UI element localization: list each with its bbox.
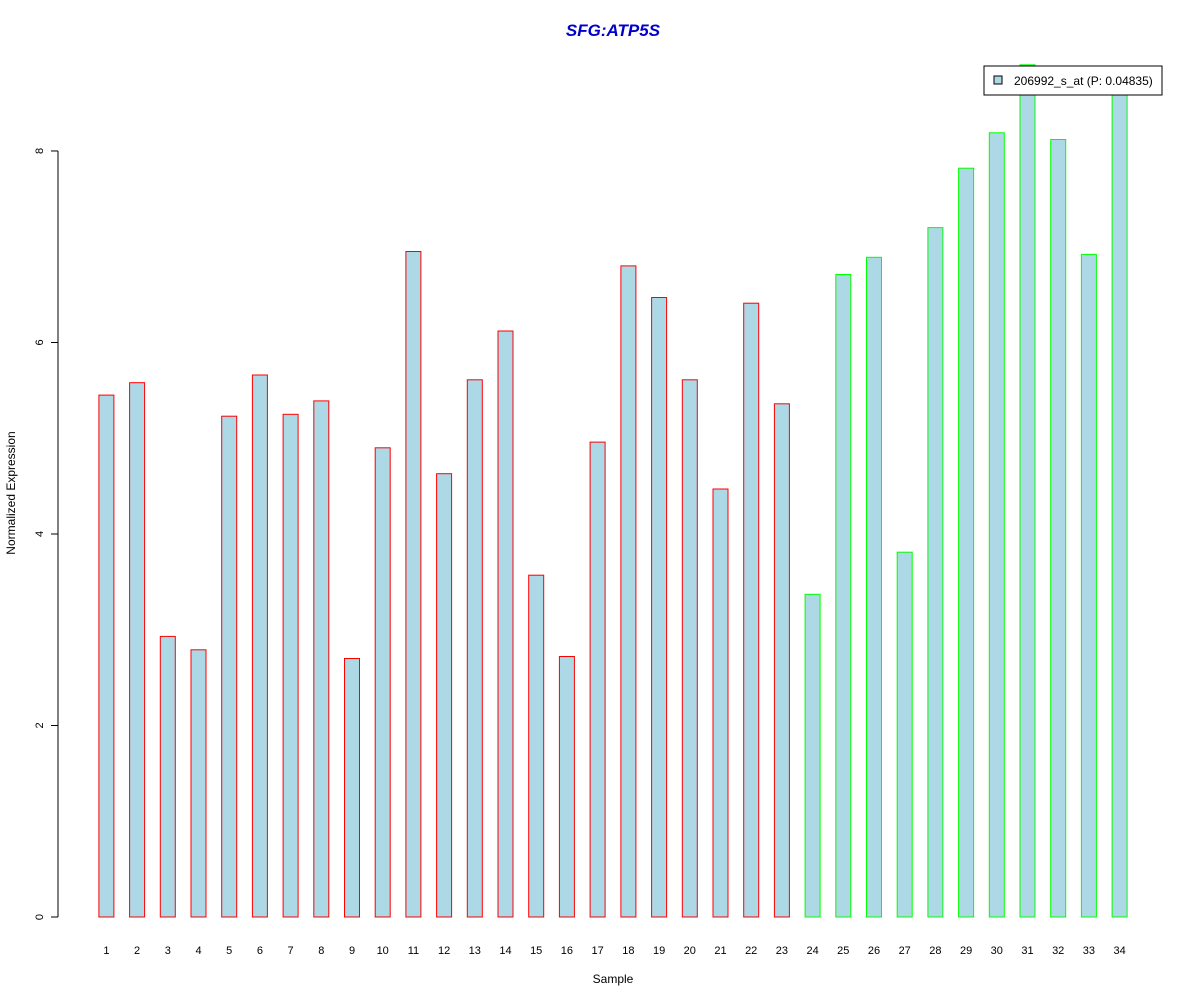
bar-sample-8 (313, 400, 330, 918)
x-tick-label: 27 (899, 945, 911, 957)
bar-sample-15 (528, 574, 545, 918)
bars (98, 64, 1128, 918)
x-tick-label: 3 (165, 945, 171, 957)
x-tick-label: 6 (257, 945, 263, 957)
bar-sample-25 (835, 274, 852, 918)
bar-sample-6 (251, 374, 268, 918)
x-tick-label: 31 (1021, 945, 1033, 957)
bar-sample-28 (927, 227, 944, 918)
x-tick-label: 16 (561, 945, 573, 957)
x-tick-label: 17 (591, 945, 603, 957)
x-tick-label: 5 (226, 945, 232, 957)
x-tick-label: 22 (745, 945, 757, 957)
bar-sample-19 (651, 297, 668, 918)
x-tick-label: 2 (134, 945, 140, 957)
bar-sample-3 (159, 635, 176, 918)
bar-sample-29 (958, 167, 975, 918)
x-tick-label: 7 (288, 945, 294, 957)
bar-sample-23 (773, 403, 790, 918)
bar-sample-4 (190, 649, 207, 918)
x-tick-label: 11 (408, 945, 419, 957)
bar-sample-11 (405, 251, 422, 918)
legend-swatch (993, 75, 1003, 85)
x-tick-label: 1 (103, 945, 109, 957)
bar-sample-33 (1080, 253, 1097, 918)
bar-sample-13 (466, 379, 483, 918)
bar-sample-26 (866, 256, 882, 918)
x-tick-label: 25 (837, 945, 849, 957)
x-tick-label: 34 (1113, 945, 1125, 957)
bar-sample-2 (129, 382, 146, 918)
x-tick-label: 8 (318, 945, 324, 957)
bar-sample-31 (1019, 64, 1036, 918)
x-tick-label: 32 (1052, 945, 1064, 957)
bar-sample-16 (558, 656, 575, 918)
bar-sample-12 (436, 473, 453, 918)
legend: 206992_s_at (P: 0.04835) (983, 65, 1163, 96)
bar-sample-9 (344, 658, 360, 918)
x-tick-label: 18 (622, 945, 634, 957)
y-tick-label: 4 (34, 531, 46, 537)
x-tick-label: 30 (991, 945, 1003, 957)
x-tick-label: 26 (868, 945, 880, 957)
x-tick-label: 14 (499, 945, 511, 957)
x-tick-label: 20 (684, 945, 696, 957)
y-tick-label: 8 (34, 148, 46, 154)
bar-sample-34 (1111, 93, 1128, 918)
x-tick-label: 12 (438, 945, 450, 957)
legend-box (983, 65, 1163, 96)
y-tick-label: 2 (34, 722, 46, 728)
bar-sample-18 (620, 265, 637, 918)
x-tick-label: 24 (806, 945, 818, 957)
x-tick-label: 9 (349, 945, 355, 957)
bar-sample-7 (282, 413, 299, 918)
bar-sample-32 (1050, 139, 1067, 918)
bar-sample-30 (988, 132, 1005, 918)
chart-title: SFG:ATP5S (566, 21, 661, 40)
y-tick-label: 6 (34, 339, 46, 345)
x-tick-label: 23 (776, 945, 788, 957)
y-tick-label: 0 (34, 914, 46, 920)
bar-sample-5 (221, 415, 238, 918)
x-axis-label: Sample (593, 972, 634, 986)
y-axis: 0 2 4 6 8 (34, 148, 59, 920)
bar-sample-24 (804, 593, 821, 918)
x-tick-label: 29 (960, 945, 972, 957)
bar-sample-20 (681, 379, 698, 918)
legend-entry: 206992_s_at (P: 0.04835) (1014, 74, 1153, 88)
bar-sample-1 (98, 394, 115, 918)
x-tick-label: 15 (530, 945, 542, 957)
bar-sample-10 (374, 447, 391, 918)
y-axis-label: Normalized Expression (4, 431, 18, 554)
x-tick-label: 4 (195, 945, 201, 957)
x-tick-label: 19 (653, 945, 665, 957)
bar-sample-27 (896, 551, 913, 918)
x-tick-label: 33 (1083, 945, 1095, 957)
bar-sample-17 (589, 441, 606, 918)
bar-sample-22 (743, 302, 760, 918)
x-tick-labels: 1 2 3 4 5 6 7 8 9 10 11 12 13 14 15 16 17 18 19 20 21 22 23 24 2… (103, 945, 1125, 957)
bar-sample-21 (712, 488, 729, 918)
bar-sample-14 (497, 330, 514, 918)
x-tick-label: 21 (714, 945, 726, 957)
x-tick-label: 10 (377, 945, 389, 957)
x-tick-label: 13 (469, 945, 481, 957)
x-tick-label: 28 (929, 945, 941, 957)
